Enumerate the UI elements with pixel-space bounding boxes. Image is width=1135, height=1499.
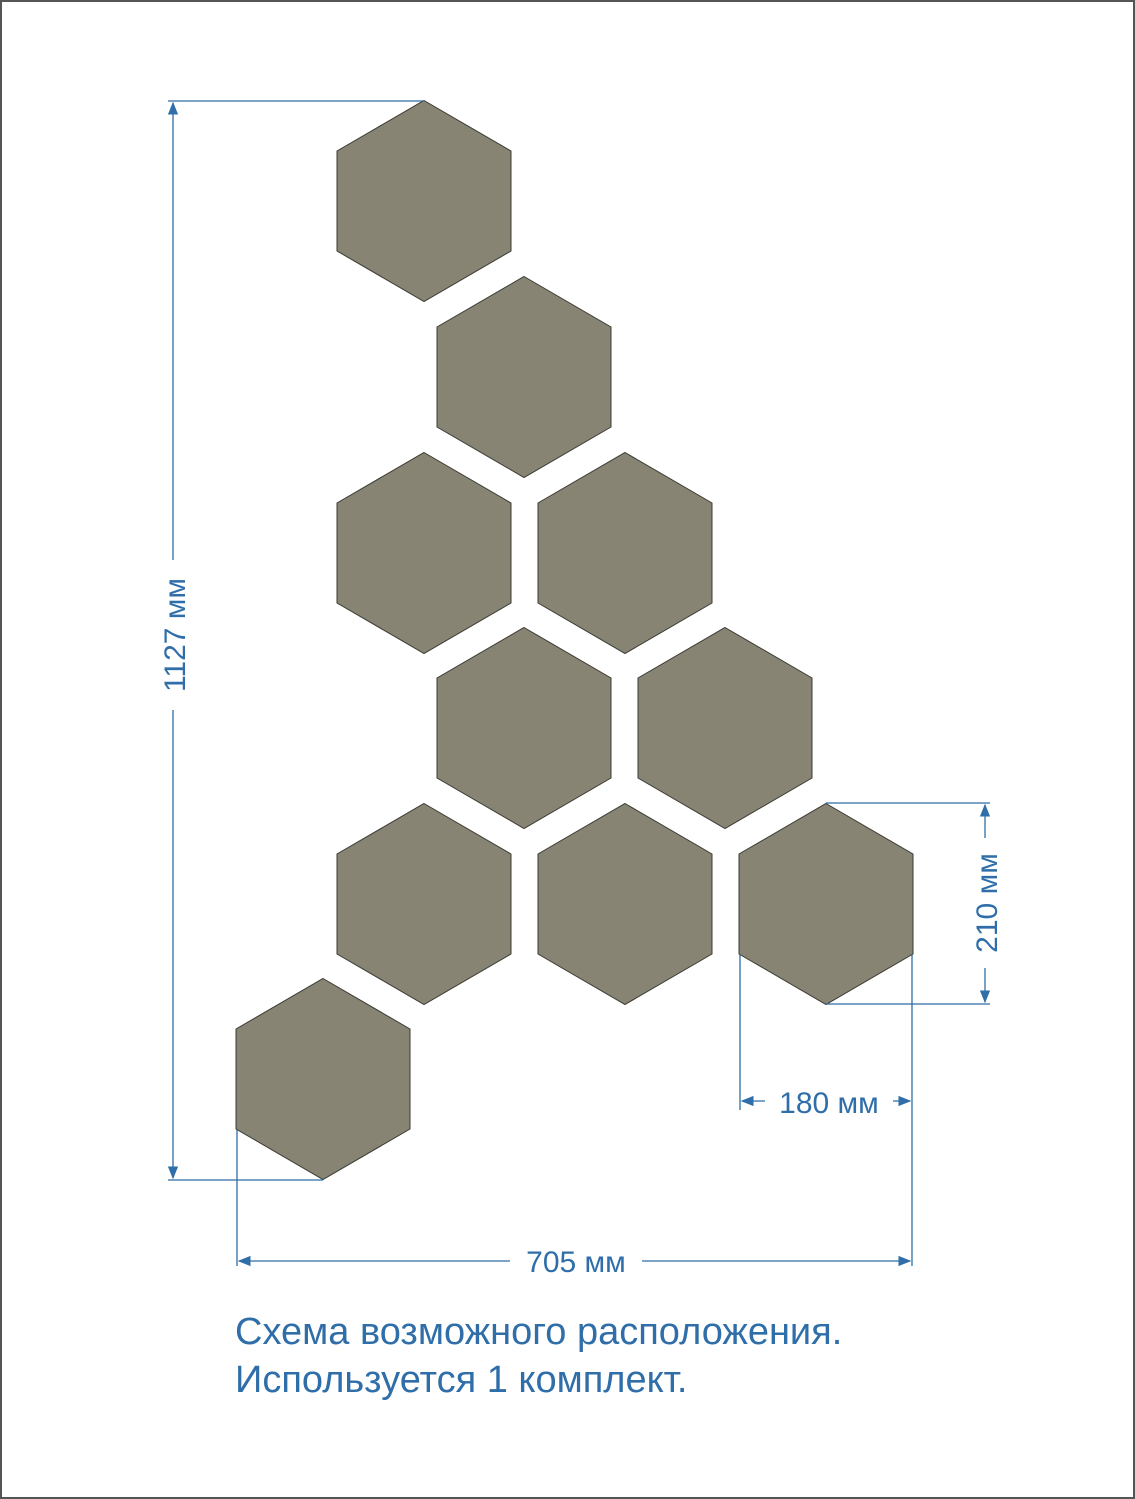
hexagon-tile: [537, 451, 713, 655]
hexagon-group: [235, 99, 914, 1181]
hexagon-tile: [637, 626, 813, 830]
total-height-label: 1127 мм: [159, 578, 192, 692]
caption-line-1: Схема возможного расположения.: [235, 1311, 843, 1353]
hex-width-label: 180 мм: [779, 1087, 879, 1120]
hexagon-tile: [336, 451, 512, 655]
caption: Схема возможного расположения. Используе…: [235, 1308, 842, 1404]
hexagon-tile: [336, 802, 512, 1006]
hexagon-tile: [436, 626, 612, 830]
caption-line-2: Используется 1 комплект.: [235, 1359, 688, 1401]
hex-height-label: 210 мм: [971, 853, 1004, 953]
hexagon-tile: [235, 977, 411, 1181]
hexagon-tile: [436, 275, 612, 479]
hexagon-tile: [738, 802, 914, 1006]
hexagon-tile: [537, 802, 713, 1006]
total-width-label: 705 мм: [526, 1246, 626, 1279]
hexagon-tile: [336, 99, 512, 303]
dimension-lines: [167, 100, 991, 1267]
